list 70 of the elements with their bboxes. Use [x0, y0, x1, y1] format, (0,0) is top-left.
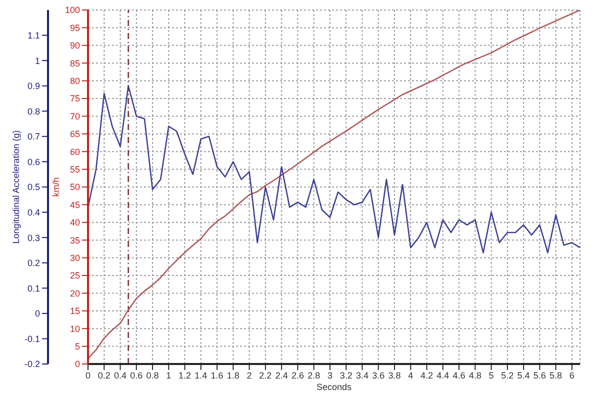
y-tick-label: 65 — [70, 129, 80, 140]
y2-tick-label: -0.2 — [24, 359, 40, 370]
y-tick-label: 80 — [70, 76, 80, 86]
y-tick-label: 95 — [70, 22, 80, 33]
x-tick-label: 4.2 — [420, 370, 434, 380]
y2-tick-label: 0.8 — [27, 106, 40, 116]
y-tick-label: 90 — [70, 40, 80, 51]
y-tick-label: 100 — [64, 5, 80, 16]
y2-tick-label: 0 — [34, 308, 40, 319]
x-tick-label: 5.8 — [550, 370, 562, 380]
y2-tick-label: 1.1 — [27, 30, 40, 40]
y2-tick-label: -0.1 — [24, 334, 40, 344]
y-tick-label: 10 — [70, 324, 80, 334]
x-tick-label: 1.6 — [210, 370, 224, 380]
x-tick-label: 3.2 — [340, 370, 352, 380]
x-tick-label: 0.4 — [114, 370, 127, 380]
y-tick-label: 0 — [74, 359, 80, 370]
x-tick-label: 0 — [85, 370, 91, 380]
y-tick-label: 70 — [70, 111, 80, 122]
y2-tick-label: 1 — [34, 56, 40, 66]
x-tick-label: 5.6 — [533, 370, 546, 380]
x-tick-label: 3 — [327, 370, 332, 380]
y-tick-label: 20 — [70, 288, 80, 298]
y2-tick-label: 0.6 — [27, 156, 40, 167]
x-tick-label: 4.4 — [436, 370, 450, 380]
x-tick-label: 2 — [246, 370, 252, 380]
x-tick-label: 2.6 — [291, 370, 304, 380]
y-tick-label: 60 — [70, 146, 80, 157]
x-tick-label: 5 — [488, 370, 494, 380]
x-tick-label: 5.2 — [501, 370, 514, 380]
x-tick-label: 5.4 — [517, 370, 530, 380]
y-tick-label: 15 — [70, 306, 80, 316]
x-tick-label: 2.2 — [259, 370, 272, 380]
y2-tick-label: 0.2 — [27, 258, 40, 268]
y2-tick-label: 0.7 — [27, 132, 40, 142]
x-tick-label: 0.6 — [130, 370, 143, 380]
y-tick-label: 5 — [74, 341, 80, 352]
y2-tick-label: 0.5 — [27, 182, 40, 192]
x-tick-label: 4 — [408, 370, 414, 380]
x-axis-title: Seconds — [316, 382, 352, 392]
y-axis-title: km/h — [51, 177, 62, 197]
y2-tick-label: 0.4 — [27, 207, 40, 218]
y-tick-label: 30 — [70, 252, 80, 263]
x-tick-label: 1.2 — [178, 370, 192, 380]
x-tick-label: 4.8 — [468, 370, 482, 380]
y-tick-label: 85 — [70, 58, 80, 68]
y-tick-label: 50 — [70, 182, 80, 192]
line-series — [88, 85, 580, 254]
y-tick-label: 25 — [70, 270, 80, 281]
y-tick-label: 35 — [70, 235, 80, 246]
y2-axis-title: Longitudinal Acceleration (g) — [11, 130, 22, 244]
x-tick-label: 3.8 — [388, 370, 401, 380]
y-tick-label: 55 — [70, 164, 80, 174]
x-tick-label: 4.6 — [452, 370, 466, 380]
y2-tick-label: 0.3 — [27, 232, 40, 243]
y2-tick-label: 0.1 — [27, 283, 40, 294]
x-tick-label: 0.2 — [98, 370, 110, 380]
y2-tick-label: 0.9 — [27, 81, 40, 92]
x-tick-label: 0.8 — [146, 370, 159, 380]
y-tick-label: 40 — [70, 218, 80, 228]
x-tick-label: 1.8 — [226, 370, 240, 380]
x-tick-label: 1.4 — [194, 370, 208, 380]
x-tick-label: 1 — [166, 370, 172, 380]
y-tick-label: 45 — [70, 200, 80, 210]
x-tick-label: 2.8 — [308, 370, 320, 380]
x-tick-label: 2.4 — [275, 370, 288, 380]
x-tick-label: 3.4 — [356, 370, 368, 380]
x-tick-label: 6 — [569, 370, 574, 380]
y-tick-label: 75 — [70, 94, 80, 104]
x-tick-label: 3.6 — [372, 370, 385, 380]
